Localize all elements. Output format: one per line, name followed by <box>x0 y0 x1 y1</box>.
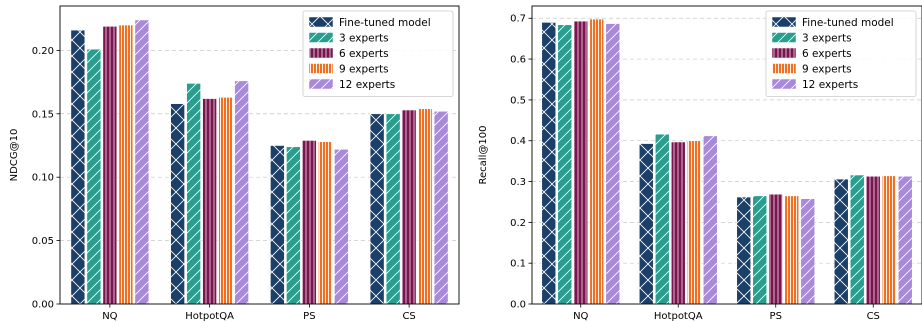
bar-hatch <box>218 97 233 305</box>
bar-hatch <box>170 103 185 305</box>
axes-frame <box>59 5 460 305</box>
bar-hatch <box>768 193 784 305</box>
y-tick-label: 0.05 <box>32 236 54 247</box>
x-tick-label: NQ <box>102 311 117 322</box>
legend-entry: 3 experts <box>339 33 389 45</box>
bar-hatch <box>318 141 333 305</box>
bar-hatch <box>881 175 897 305</box>
legend-swatch-hatch <box>771 16 797 28</box>
bar-hatch <box>417 108 433 305</box>
bar-hatch <box>202 98 217 305</box>
bar-hatch <box>638 143 654 305</box>
x-tick-label: HotpotQA <box>185 311 234 322</box>
bar-hatch <box>736 196 752 305</box>
legend-swatch-hatch <box>771 32 797 43</box>
legend-box <box>765 10 917 97</box>
legend-entry: 9 experts <box>802 64 852 76</box>
bar-hatch <box>302 140 317 305</box>
y-tick-label: 0.10 <box>32 173 54 184</box>
legend-entry: 9 experts <box>339 64 389 76</box>
y-tick-label: 0.15 <box>32 109 54 120</box>
legend-entry: Fine-tuned model <box>339 17 431 29</box>
bar-hatch <box>833 178 849 305</box>
axes-frame <box>531 5 922 305</box>
x-tick-label: PS <box>770 311 782 322</box>
bar-hatch <box>605 23 621 305</box>
bar-hatch <box>800 198 816 305</box>
bar-hatch <box>286 146 301 305</box>
bar-hatch <box>86 48 102 305</box>
legend: Fine-tuned model 3 experts 6 experts 9 expe… <box>765 10 917 97</box>
bar-hatch <box>865 175 881 305</box>
legend-entry: 12 experts <box>802 79 858 91</box>
bar-hatch <box>102 25 118 305</box>
y-axis-label: Recall@100 <box>478 126 489 185</box>
legend-swatch-hatch <box>771 63 797 74</box>
bar-hatch <box>270 145 285 305</box>
legend-swatch-hatch <box>308 16 334 28</box>
y-tick-label: 0.4 <box>510 136 526 147</box>
x-tick-label: CS <box>867 311 880 322</box>
x-tick-label: PS <box>303 311 315 322</box>
y-tick-label: 0.5 <box>510 95 526 106</box>
legend: Fine-tuned model 3 experts 6 experts 9 expe… <box>302 10 454 97</box>
bar-hatch <box>670 141 686 305</box>
bar-hatch <box>702 135 718 305</box>
legend-swatch-hatch <box>771 78 797 90</box>
x-tick-label: HotpotQA <box>654 311 703 322</box>
bar-hatch <box>784 195 800 305</box>
legend-swatch-hatch <box>308 78 334 90</box>
legend-entry: 3 experts <box>802 33 852 45</box>
y-tick-label: 0.20 <box>32 46 54 57</box>
bar-hatch <box>401 109 417 305</box>
legend-entry: 6 experts <box>802 48 852 60</box>
bar-hatch <box>654 133 670 305</box>
x-tick-label: NQ <box>573 311 588 322</box>
y-tick-label: 0.0 <box>510 300 526 311</box>
bar-hatch <box>134 19 150 305</box>
y-tick-label: 0.2 <box>510 218 526 229</box>
y-axis-label: NDCG@10 <box>9 129 20 182</box>
bar-hatch <box>573 20 589 305</box>
y-tick-label: 0.3 <box>510 177 526 188</box>
bar-hatch <box>557 24 573 305</box>
legend-entry: 12 experts <box>339 79 395 91</box>
bar-hatch <box>433 110 449 305</box>
y-tick-label: 0.7 <box>510 14 526 25</box>
bar-hatch <box>70 29 86 305</box>
x-tick-label: CS <box>402 311 415 322</box>
chart-panel-2: NQ HotpotQA PS CS 0.0 0.1 0.2 0.3 0.4 0.5 0.6 0.7 Re… <box>478 5 922 322</box>
legend-box <box>302 10 454 97</box>
bar-hatch <box>334 148 349 305</box>
bar-hatch <box>186 83 201 305</box>
legend-swatch-hatch <box>771 47 797 59</box>
bar-hatch <box>234 80 249 305</box>
legend-entry: Fine-tuned model <box>802 17 894 29</box>
y-tick-label: 0.00 <box>32 300 54 311</box>
legend-swatch-hatch <box>308 32 334 43</box>
bar-hatch <box>369 113 385 305</box>
chart-panel-1: NQ HotpotQA PS CS 0.00 0.05 0.10 0.15 0.20 NDCG@1… <box>9 5 460 322</box>
y-tick-label: 0.6 <box>510 55 526 66</box>
legend-entry: 6 experts <box>339 48 389 60</box>
bar-hatch <box>118 24 134 305</box>
bar-hatch <box>589 18 605 305</box>
legend-swatch-hatch <box>308 63 334 74</box>
bar-hatch <box>385 113 401 305</box>
legend-swatch-hatch <box>308 47 334 59</box>
bar-hatch <box>541 22 557 305</box>
bar-hatch <box>686 140 702 305</box>
bar-hatch <box>897 175 913 305</box>
bar-hatch <box>849 174 865 305</box>
y-tick-label: 0.1 <box>510 259 526 270</box>
bar-hatch <box>752 195 768 305</box>
